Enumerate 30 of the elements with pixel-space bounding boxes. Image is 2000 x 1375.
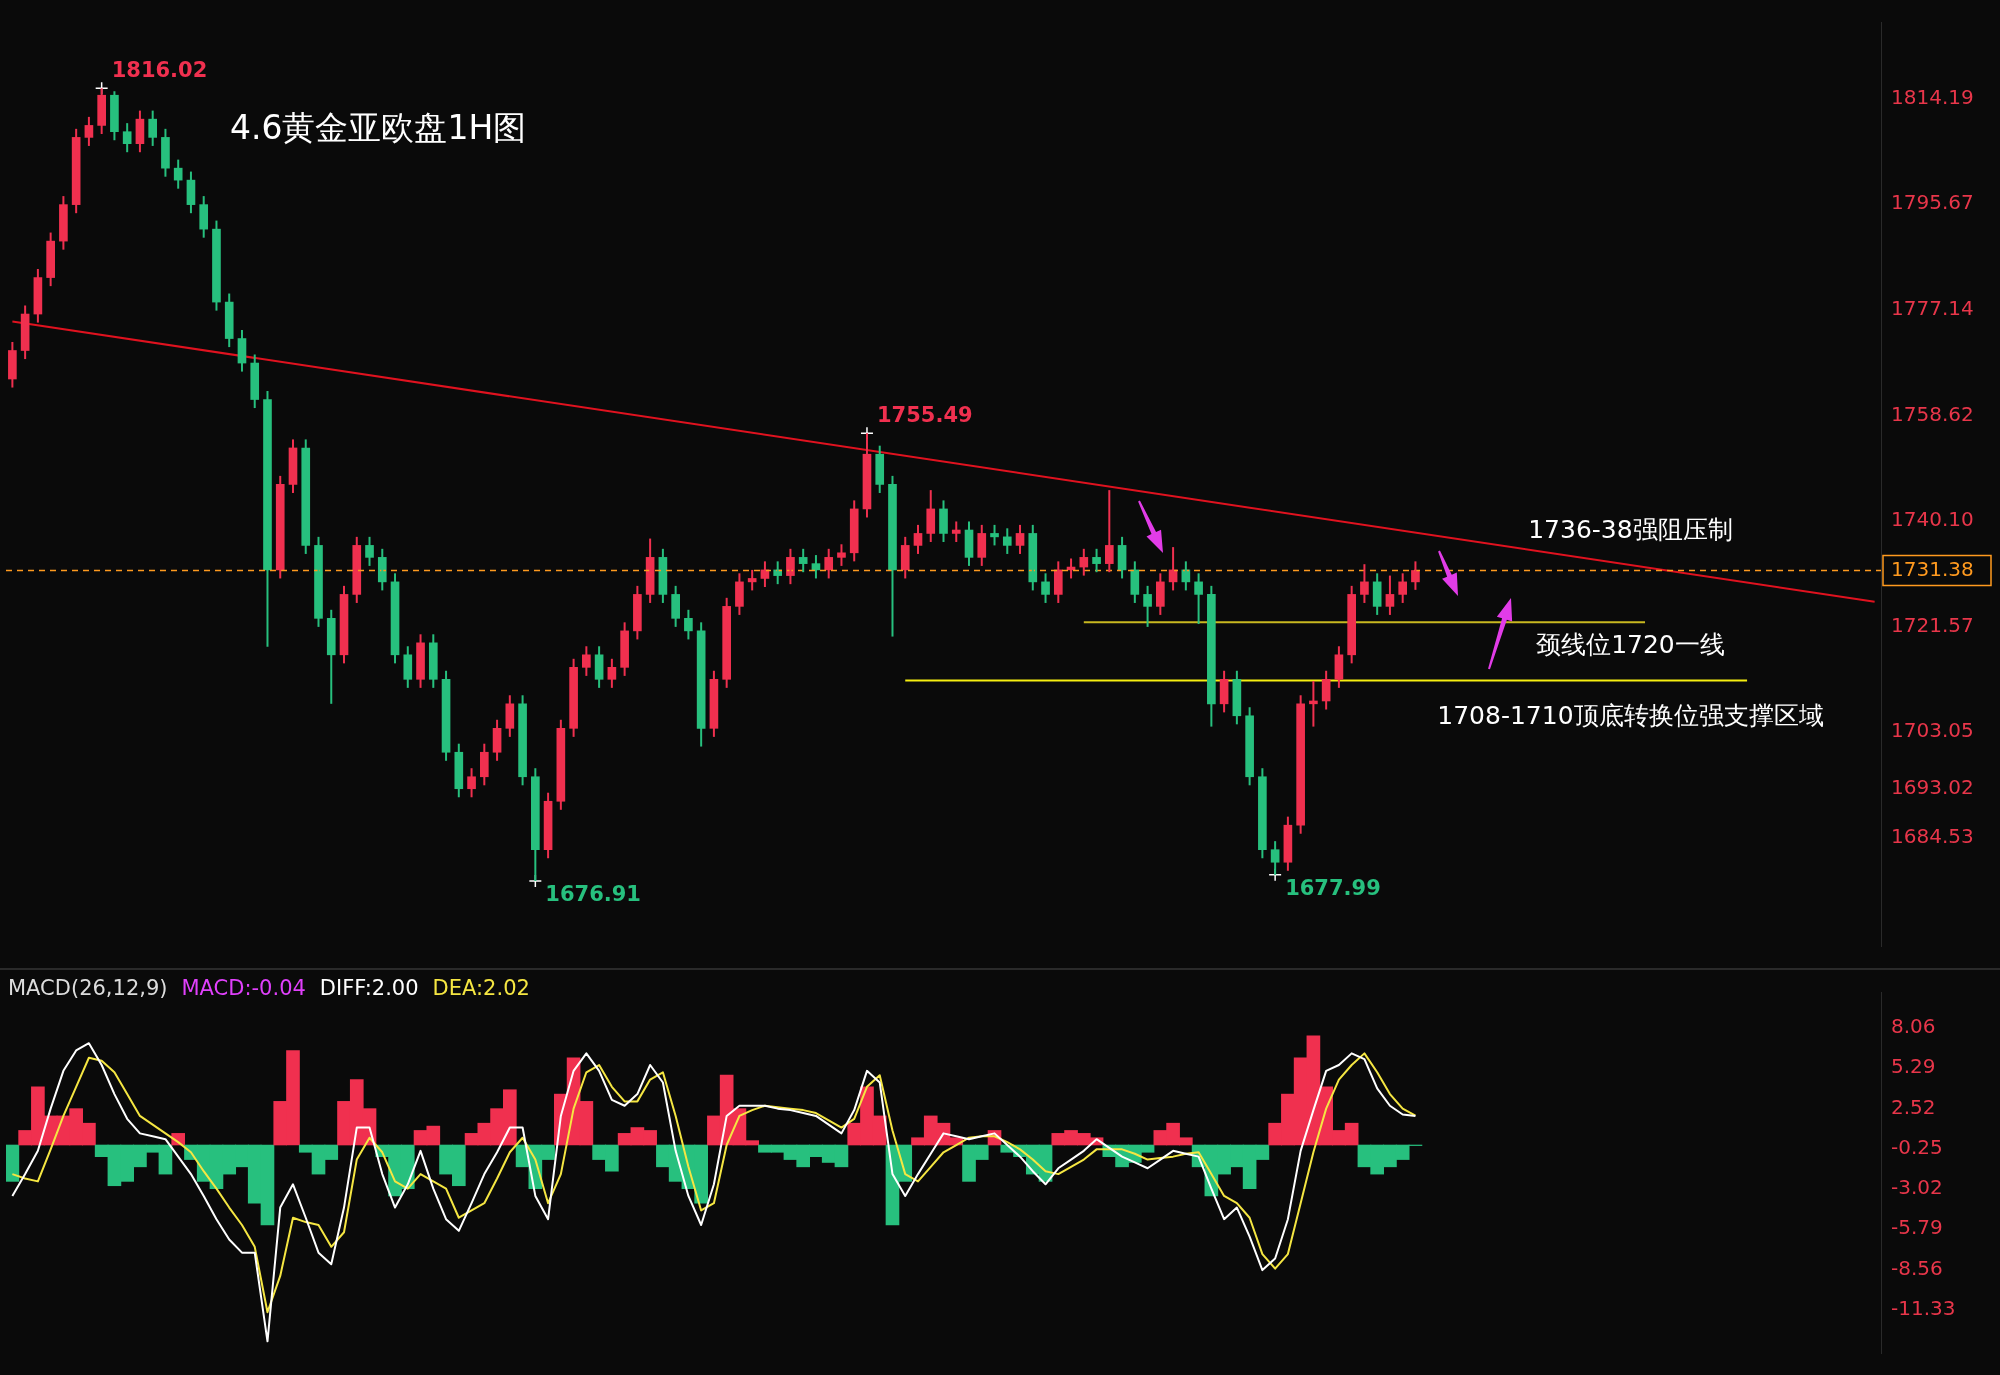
- annotation: 1736-38强阻压制: [1528, 514, 1733, 544]
- text: MACD:-0.04: [181, 976, 306, 1000]
- text: DIFF:2.00: [319, 976, 419, 1000]
- y-tick-label: 1703.05: [1891, 718, 1974, 743]
- y-tick-label: 8.06: [1891, 1013, 1936, 1038]
- y-tick-label: -5.79: [1891, 1215, 1943, 1240]
- y-tick-label: 1693.02: [1891, 775, 1974, 800]
- ref-line-label: 1731.38: [1891, 556, 1974, 581]
- y-tick-label: -3.02: [1891, 1175, 1943, 1200]
- y-tick-label: -11.33: [1891, 1296, 1956, 1321]
- chart-title: MACD(26,12,9): [8, 976, 168, 1000]
- annotation: 1676.91: [545, 881, 641, 906]
- annotation: 1708-1710顶底转换位强支撑区域: [1437, 700, 1824, 730]
- annotation: 1755.49: [876, 403, 973, 428]
- y-tick-label: 1740.10: [1891, 507, 1974, 532]
- y-tick-label: 1795.67: [1891, 190, 1974, 215]
- text: 4.6黄金亚欧盘1H图: [230, 107, 527, 149]
- y-tick-label: -0.25: [1891, 1134, 1943, 1159]
- y-tick-label: 1684.53: [1891, 823, 1974, 848]
- annotation: 颈线位1720一线: [1536, 629, 1725, 659]
- annotation: 1677.99: [1285, 875, 1381, 900]
- y-tick-label: 1814.19: [1891, 84, 1974, 109]
- y-tick-label: -8.56: [1891, 1255, 1943, 1280]
- text: DEA:2.02: [432, 976, 530, 1000]
- y-tick-label: 1758.62: [1891, 401, 1974, 426]
- annotation: 1816.02: [111, 58, 208, 83]
- y-tick-label: 1777.14: [1891, 296, 1974, 321]
- y-tick-label: 5.29: [1891, 1054, 1936, 1079]
- y-tick-label: 2.52: [1891, 1094, 1936, 1119]
- y-tick-label: 1721.57: [1891, 612, 1974, 637]
